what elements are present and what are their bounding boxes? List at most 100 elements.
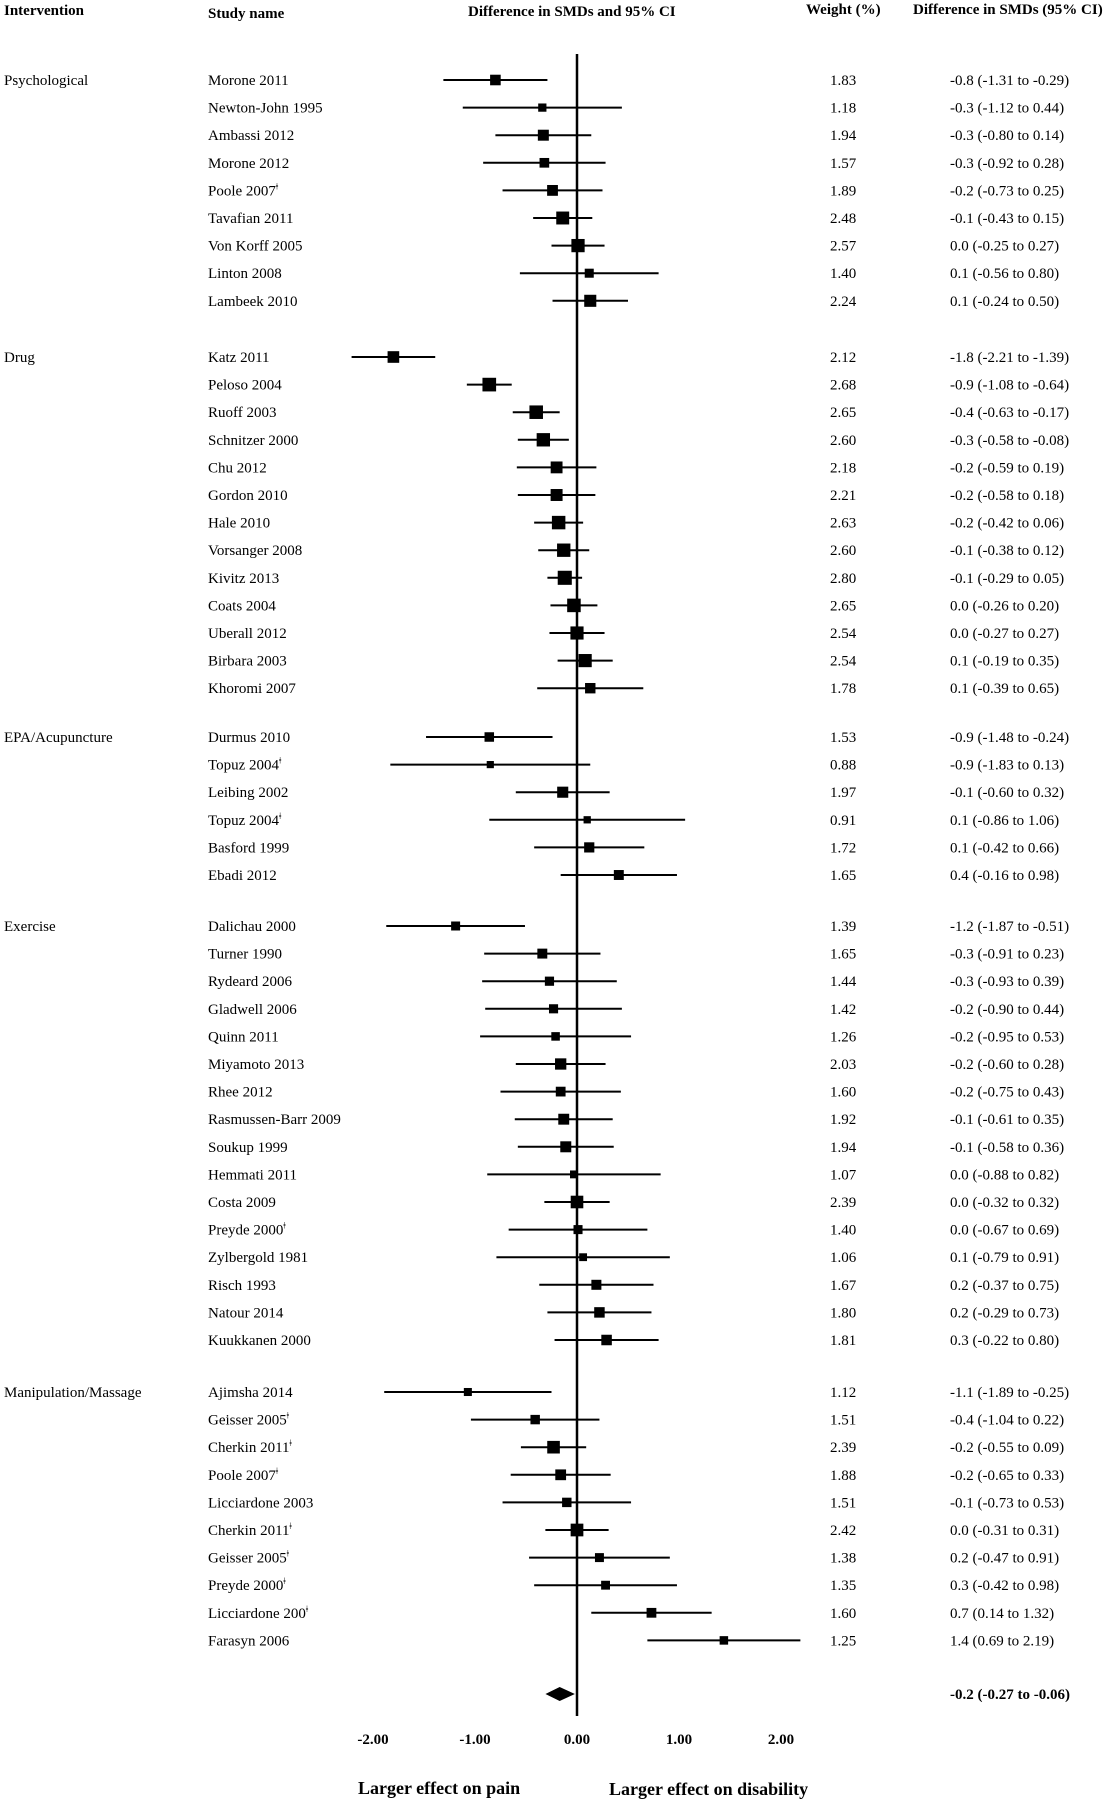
- effect-value: -1.8 (-2.21 to -1.39): [950, 350, 1069, 366]
- effect-value: -0.1 (-0.73 to 0.53): [950, 1495, 1064, 1511]
- overall-diamond: [545, 1687, 575, 1701]
- header-weight: Weight (%): [806, 2, 881, 18]
- effect-value: -0.2 (-0.75 to 0.43): [950, 1085, 1064, 1101]
- study-name: Costa 2009: [208, 1195, 276, 1211]
- weight-value: 1.97: [830, 785, 857, 801]
- weight-value: 2.21: [830, 488, 856, 504]
- study-footnote-mark: ǂ: [279, 756, 282, 766]
- study-rows: Psychological Morone 2011 1.83 -0.8 (-1.31 …: [4, 73, 1069, 1649]
- effect-value: -0.3 (-0.92 to 0.28): [950, 156, 1064, 172]
- effect-value: 0.4 (-0.16 to 0.98): [950, 868, 1059, 884]
- study-name: Von Korff 2005: [208, 239, 302, 255]
- study-name: Vorsanger 2008: [208, 543, 302, 559]
- overall-effect-value: -0.2 (-0.27 to -0.06): [950, 1687, 1070, 1703]
- point-estimate: [547, 184, 558, 196]
- effect-value: -0.3 (-0.93 to 0.39): [950, 974, 1064, 990]
- study-name: Topuz 2004ǂ: [208, 811, 282, 829]
- effect-value: -1.2 (-1.87 to -0.51): [950, 919, 1069, 935]
- point-estimate: [578, 654, 592, 668]
- effect-value: -0.3 (-0.91 to 0.23): [950, 947, 1064, 963]
- study-footnote-mark: ǂ: [283, 1221, 286, 1231]
- study-name: Licciardone 200ǂ: [208, 1604, 309, 1622]
- study-name: Cherkin 2011ǂ: [208, 1521, 293, 1539]
- effect-value: 0.0 (-0.25 to 0.27): [950, 239, 1059, 255]
- weight-value: 1.88: [830, 1468, 856, 1484]
- weight-value: 1.12: [830, 1385, 856, 1401]
- point-estimate: [550, 489, 563, 501]
- effect-value: -0.2 (-0.55 to 0.09): [950, 1440, 1064, 1456]
- point-estimate: [490, 74, 501, 86]
- effect-value: -0.2 (-0.59 to 0.19): [950, 460, 1064, 476]
- group-label: Psychological: [4, 73, 88, 89]
- group-label: Manipulation/Massage: [4, 1385, 142, 1401]
- study-name: Geisser 2005ǂ: [208, 1411, 290, 1429]
- study-name: Gordon 2010: [208, 488, 288, 504]
- point-estimate: [558, 1113, 570, 1125]
- effect-value: 0.0 (-0.88 to 0.82): [950, 1167, 1059, 1183]
- effect-value: 0.2 (-0.47 to 0.91): [950, 1551, 1059, 1567]
- effect-value: -0.3 (-0.58 to -0.08): [950, 433, 1069, 449]
- point-estimate: [557, 543, 571, 557]
- weight-value: 2.48: [830, 211, 856, 227]
- effect-value: -0.1 (-0.58 to 0.36): [950, 1140, 1064, 1156]
- study-name: Kivitz 2013: [208, 571, 279, 587]
- weight-value: 1.51: [830, 1495, 856, 1511]
- weight-value: 1.65: [830, 947, 856, 963]
- effect-value: 0.7 (0.14 to 1.32): [950, 1606, 1054, 1622]
- point-estimate: [562, 1497, 572, 1508]
- point-estimate: [594, 1307, 605, 1318]
- point-estimate: [585, 682, 596, 694]
- weight-value: 1.44: [830, 974, 857, 990]
- weight-value: 1.40: [830, 266, 856, 282]
- point-estimate: [584, 842, 595, 853]
- point-estimate: [567, 598, 581, 613]
- point-estimate: [486, 761, 494, 769]
- study-name: Rasmussen-Barr 2009: [208, 1112, 341, 1128]
- point-estimate: [484, 732, 495, 742]
- weight-value: 2.39: [830, 1195, 856, 1211]
- weight-value: 1.53: [830, 730, 856, 746]
- point-estimate: [537, 129, 549, 141]
- weight-value: 1.92: [830, 1112, 856, 1128]
- weight-value: 1.60: [830, 1085, 856, 1101]
- x-tick-label: -2.00: [357, 1732, 388, 1748]
- weight-value: 1.25: [830, 1633, 856, 1649]
- study-name: Poole 2007ǂ: [208, 181, 279, 199]
- point-estimate: [584, 294, 597, 307]
- group-label: Drug: [4, 350, 35, 366]
- weight-value: 1.80: [830, 1305, 856, 1321]
- study-name: Preyde 2000ǂ: [208, 1576, 286, 1594]
- study-footnote-mark: ǂ: [287, 1411, 290, 1421]
- effect-value: 0.1 (-0.79 to 0.91): [950, 1250, 1059, 1266]
- study-name: Leibing 2002: [208, 785, 288, 801]
- study-name: Poole 2007ǂ: [208, 1466, 279, 1484]
- weight-value: 2.03: [830, 1057, 856, 1073]
- weight-value: 2.39: [830, 1440, 856, 1456]
- study-footnote-mark: ǂ: [276, 181, 279, 191]
- point-estimate: [530, 1414, 540, 1425]
- weight-value: 1.06: [830, 1250, 857, 1266]
- overall-summary: -0.2 (-0.27 to -0.06): [545, 1687, 1070, 1703]
- point-estimate: [557, 786, 569, 798]
- weight-value: 2.24: [830, 294, 857, 310]
- point-estimate: [387, 351, 400, 363]
- study-name: Tavafian 2011: [208, 211, 293, 227]
- effect-value: -0.1 (-0.61 to 0.35): [950, 1112, 1064, 1128]
- weight-value: 2.65: [830, 598, 856, 614]
- weight-value: 0.91: [830, 813, 856, 829]
- study-name: Ebadi 2012: [208, 868, 277, 884]
- study-name: Licciardone 2003: [208, 1495, 313, 1511]
- effect-value: -0.1 (-0.38 to 0.12): [950, 543, 1064, 559]
- point-estimate: [646, 1607, 657, 1618]
- study-footnote-mark: ǂ: [290, 1438, 293, 1448]
- point-estimate: [555, 1058, 567, 1070]
- effect-value: -0.3 (-0.80 to 0.14): [950, 128, 1064, 144]
- weight-value: 2.63: [830, 516, 856, 532]
- effect-value: 0.1 (-0.56 to 0.80): [950, 266, 1059, 282]
- weight-value: 1.78: [830, 681, 856, 697]
- study-name: Soukup 1999: [208, 1140, 288, 1156]
- study-name: Hale 2010: [208, 516, 270, 532]
- weight-value: 1.51: [830, 1413, 856, 1429]
- study-name: Farasyn 2006: [208, 1633, 290, 1649]
- point-estimate: [601, 1334, 612, 1346]
